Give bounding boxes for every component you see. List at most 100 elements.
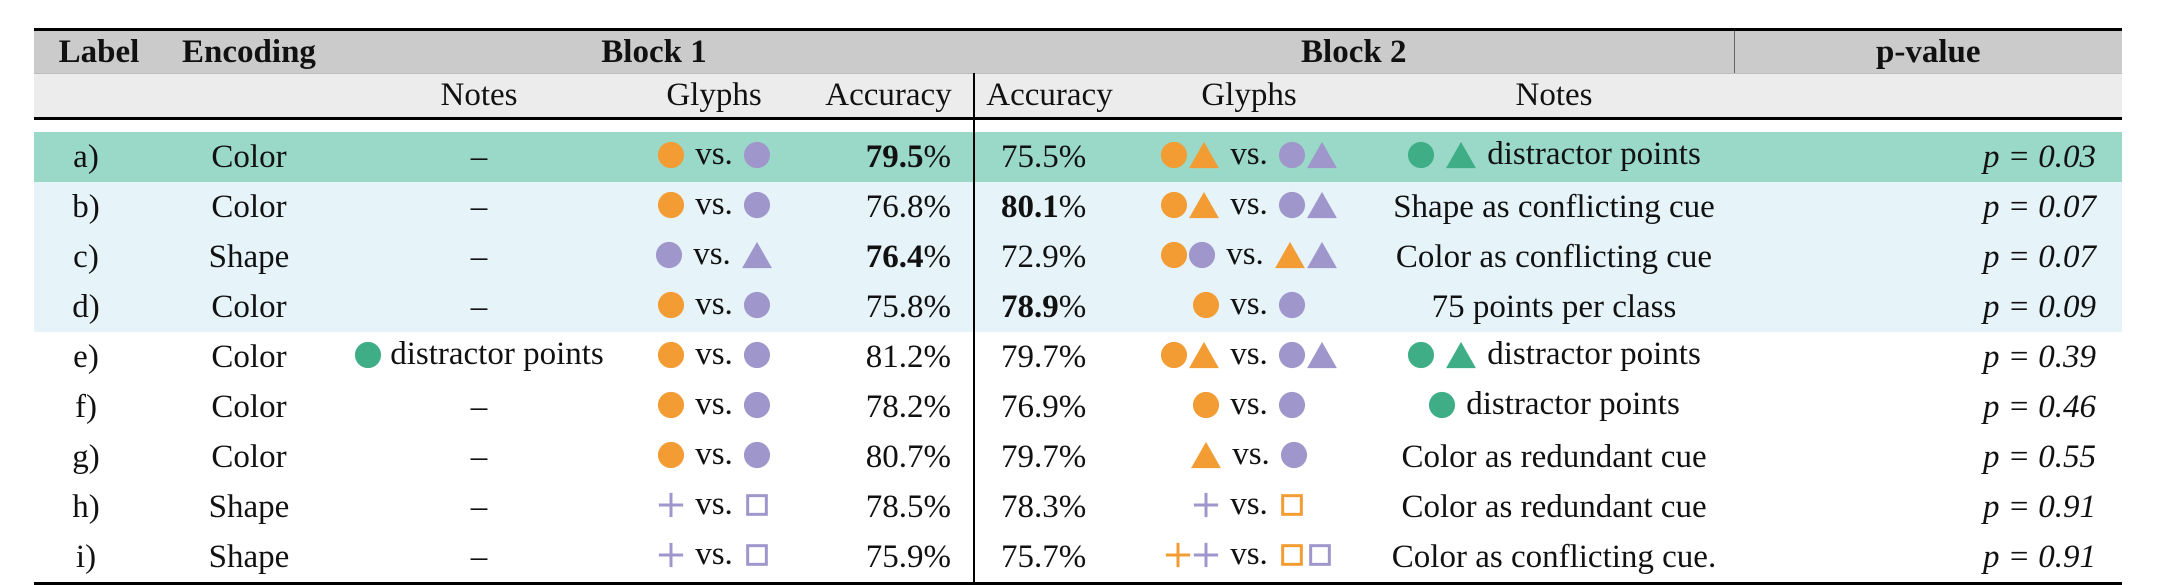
purple-circle-icon (743, 141, 771, 169)
row-accuracy2: 76.9% (973, 382, 1125, 432)
row-pvalue: p = 0.03 (1734, 132, 2123, 182)
header-row-2: Notes Glyphs Accuracy Accuracy Glyphs No… (34, 73, 2123, 120)
vs-text: vs. (1230, 486, 1268, 523)
vs-text: vs. (1226, 236, 1264, 273)
row-encoding: Color (211, 388, 287, 425)
table-row: f) Color – vs. 78.2% 76.9% vs. distractor point… (34, 382, 2122, 432)
row-accuracy1: 75.9% (804, 532, 975, 585)
table-row: g) Color – vs. 80.7% 79.7% vs. Color as redunda… (34, 432, 2122, 482)
vs-text: vs. (695, 486, 733, 523)
pvalue-header: p-value (1733, 28, 2123, 74)
row-accuracy2: 75.7% (973, 532, 1125, 585)
purple-circle-icon (743, 191, 771, 219)
purple-circle-icon (655, 241, 683, 269)
row-label: h) (72, 488, 100, 525)
row-notes1: – (334, 182, 624, 232)
vs-text: vs. (1230, 186, 1268, 223)
row-label: e) (73, 338, 99, 375)
row-notes2: distractor points (1374, 132, 1735, 182)
row-accuracy1: 79.5% (804, 132, 975, 182)
orange-triangle-icon (1188, 191, 1220, 219)
row-accuracy2: 79.7% (973, 332, 1125, 382)
row-glyphs2: vs. (1124, 332, 1374, 382)
row-notes2: Color as conflicting cue (1374, 232, 1735, 282)
table-row: d) Color – vs. 75.8% 78.9% vs. 75 points per cl… (34, 282, 2123, 332)
row-notes1: – (334, 532, 624, 585)
row-glyphs1: vs. (624, 482, 804, 532)
row-pvalue: p = 0.07 (1734, 182, 2123, 232)
vs-text: vs. (693, 236, 731, 273)
row-accuracy1: 78.2% (865, 388, 952, 425)
orange-circle-icon (1160, 341, 1188, 369)
table-row: c) Shape – vs. 76.4% 72.9% vs. Color as conflic… (34, 232, 2123, 282)
row-notes2: 75 points per class (1374, 282, 1735, 332)
vs-text: vs. (695, 286, 733, 323)
purple-plus-icon (657, 541, 685, 569)
row-glyphs2: vs. (1124, 482, 1374, 532)
row-accuracy2: 79.7% (973, 432, 1125, 482)
row-glyphs1: vs. (624, 182, 804, 232)
row-notes2: Color as redundant cue (1401, 438, 1707, 475)
vs-text: vs. (1230, 136, 1268, 173)
purple-circle-icon (1278, 391, 1306, 419)
orange-circle-icon (657, 441, 685, 469)
orange-circle-icon (1192, 391, 1220, 419)
row-encoding: Shape (164, 232, 334, 282)
results-table: Label Encoding Block 1 Block 2 p-value N… (34, 28, 2123, 585)
purple-square-icon (743, 541, 771, 569)
row-notes1: – (334, 232, 624, 282)
purple-plus-icon (1192, 491, 1220, 519)
green-triangle-icon (1445, 341, 1477, 369)
purple-circle-icon (1278, 341, 1306, 369)
purple-plus-icon (1192, 541, 1220, 569)
green-circle-icon (1428, 391, 1456, 419)
row-notes1: – (470, 388, 488, 425)
vs-text: vs. (1230, 386, 1268, 423)
row-notes2: Color as redundant cue (1401, 488, 1707, 525)
glyphs2-header: Glyphs (1124, 73, 1375, 120)
orange-circle-icon (1160, 191, 1188, 219)
row-accuracy1: 81.2% (865, 338, 952, 375)
row-glyphs1: vs. (624, 132, 804, 182)
row-label: b) (34, 182, 164, 232)
row-notes1: distractor points (334, 332, 624, 382)
row-pvalue: p = 0.46 (1982, 388, 2097, 425)
row-encoding: Color (211, 338, 287, 375)
row-pvalue: p = 0.07 (1734, 232, 2123, 282)
row-pvalue: p = 0.55 (1982, 438, 2097, 475)
row-notes2: distractor points (1374, 332, 1734, 382)
orange-circle-icon (657, 391, 685, 419)
orange-circle-icon (657, 141, 685, 169)
row-accuracy2: 75.5% (973, 132, 1125, 182)
row-label: a) (34, 132, 164, 182)
row-glyphs2: vs. (1124, 532, 1375, 585)
green-triangle-icon (1445, 141, 1477, 169)
notes1-header: Notes (334, 73, 624, 120)
vs-text: vs. (695, 386, 733, 423)
purple-square-icon (1306, 541, 1334, 569)
col-encoding-header: Encoding (164, 28, 334, 74)
orange-square-icon (1278, 541, 1306, 569)
vs-text: vs. (695, 336, 733, 373)
row-glyphs2: vs. (1124, 282, 1375, 332)
glyphs1-header: Glyphs (624, 73, 804, 120)
purple-circle-icon (1188, 241, 1216, 269)
table-row: i) Shape – vs. 75.9% 75.7% vs. Color as conflic… (34, 532, 2123, 585)
row-accuracy1: 76.4% (804, 232, 975, 282)
purple-circle-icon (743, 391, 771, 419)
row-notes2: Shape as conflicting cue (1374, 182, 1735, 232)
orange-triangle-icon (1188, 141, 1220, 169)
row-encoding: Color (211, 438, 287, 475)
purple-circle-icon (1280, 441, 1308, 469)
row-label: g) (72, 438, 100, 475)
row-accuracy1: 78.5% (865, 488, 952, 525)
vs-text: vs. (695, 136, 733, 173)
green-circle-icon (1407, 341, 1435, 369)
vs-text: vs. (1230, 336, 1268, 373)
row-notes1: – (334, 282, 624, 332)
row-encoding: Color (164, 282, 334, 332)
row-accuracy1: 76.8% (804, 182, 975, 232)
header-row-1: Label Encoding Block 1 Block 2 p-value (34, 28, 2123, 74)
purple-triangle-icon (1306, 341, 1338, 369)
row-label: c) (34, 232, 164, 282)
